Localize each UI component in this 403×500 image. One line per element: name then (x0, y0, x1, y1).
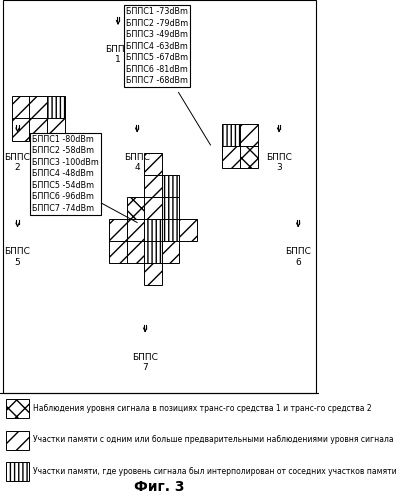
Text: БППС
6: БППС 6 (285, 248, 311, 267)
Bar (144, 241, 162, 263)
Bar (162, 241, 179, 263)
Bar (162, 197, 179, 219)
Bar (6, 462, 29, 481)
Bar (127, 241, 144, 263)
Text: БППС
4: БППС 4 (124, 152, 150, 172)
Bar (6, 399, 29, 418)
Bar (47, 118, 64, 141)
Text: БППС1 -73dBm
БППС2 -79dBm
БППС3 -49dBm
БППС4 -63dBm
БППС5 -67dBm
БППС6 -81dBm
БП: БППС1 -73dBm БППС2 -79dBm БППС3 -49dBm Б… (126, 8, 188, 85)
Bar (144, 219, 162, 241)
Bar (29, 96, 47, 118)
Bar (144, 197, 162, 219)
Bar (144, 153, 162, 175)
Bar (127, 197, 144, 219)
Bar (12, 96, 29, 118)
Bar (109, 241, 127, 263)
Bar (144, 263, 162, 285)
Bar (179, 219, 197, 241)
Text: Наблюдения уровня сигнала в позициях транс-го средства 1 и транс-го средства 2: Наблюдения уровня сигнала в позициях тра… (33, 404, 372, 413)
Bar (127, 219, 144, 241)
Bar (47, 96, 64, 118)
Text: БППС
3: БППС 3 (266, 152, 292, 172)
Text: БППС
5: БППС 5 (4, 248, 31, 267)
Text: БППС1 -80dBm
БППС2 -58dBm
БППС3 -100dBm
БППС4 -48dBm
БППС5 -54dBm
БППС6 -96dBm
Б: БППС1 -80dBm БППС2 -58dBm БППС3 -100dBm … (32, 135, 99, 212)
Bar (162, 175, 179, 197)
Bar (12, 118, 29, 141)
Bar (29, 118, 47, 141)
Bar (162, 219, 179, 241)
Bar (144, 175, 162, 197)
Bar (109, 219, 127, 241)
Bar (3, 0, 316, 392)
Text: Фиг. 3: Фиг. 3 (134, 480, 185, 494)
Bar (6, 430, 29, 450)
Text: БППС
7: БППС 7 (132, 352, 158, 372)
Bar (222, 146, 240, 168)
Bar (240, 124, 258, 146)
Bar (222, 124, 240, 146)
Text: Участки памяти, где уровень сигнала был интерполирован от соседних участков памя: Участки памяти, где уровень сигнала был … (33, 467, 397, 476)
Text: БППС
1: БППС 1 (105, 45, 131, 64)
Text: Участки памяти с одним или больше предварительными наблюдениями уровня сигнала: Участки памяти с одним или больше предва… (33, 436, 394, 444)
Bar (240, 146, 258, 168)
Text: БППС
2: БППС 2 (4, 152, 31, 172)
